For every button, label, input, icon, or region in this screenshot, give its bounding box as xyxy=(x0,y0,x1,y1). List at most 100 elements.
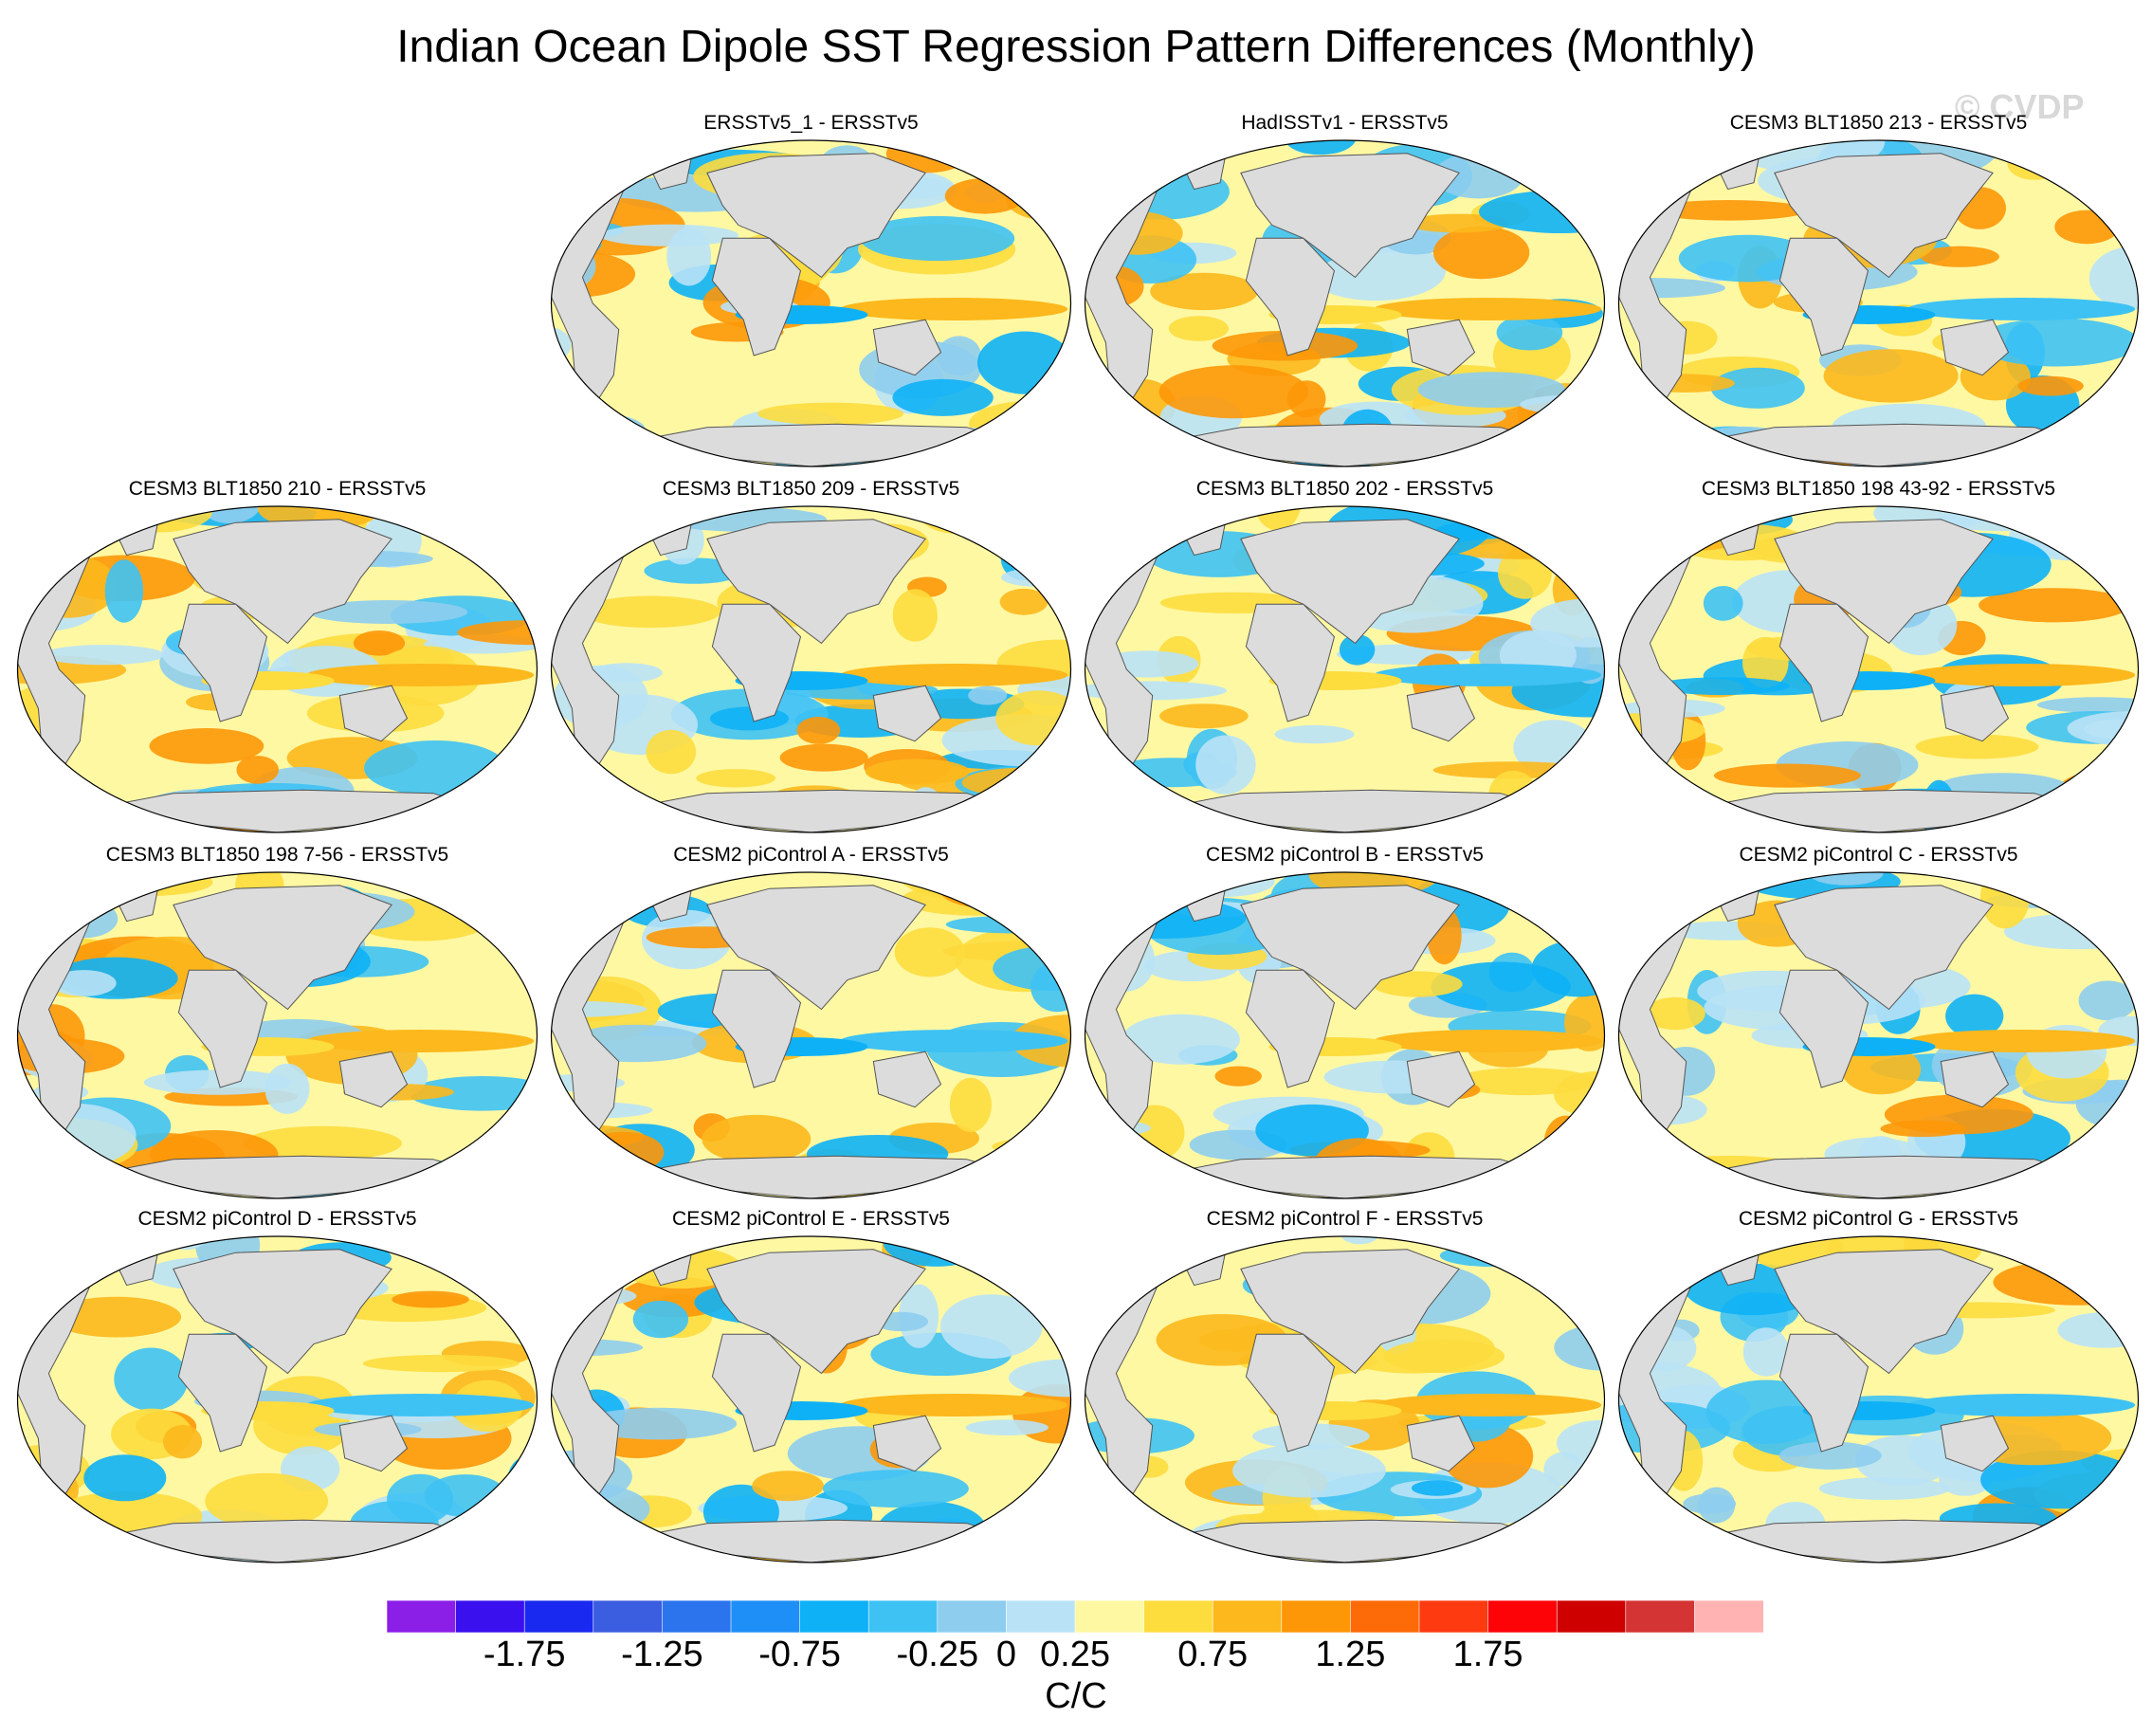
panel-title: CESM3 BLT1850 198 43-92 - ERSSTv5 xyxy=(1701,478,2056,500)
sst-anomaly-blob xyxy=(752,1471,824,1502)
colorbar-tick-label: 1.25 xyxy=(1315,1635,1386,1674)
sst-anomaly-blob xyxy=(1284,140,1357,155)
panel-title: CESM2 piControl G - ERSSTv5 xyxy=(1738,1208,2019,1230)
sst-anomaly-blob xyxy=(551,506,612,553)
sst-anomaly-blob xyxy=(50,970,117,996)
sst-anomaly-blob xyxy=(999,588,1049,615)
land-mass xyxy=(1940,1415,2010,1472)
colorbar-tick-label: -0.75 xyxy=(758,1635,841,1674)
sst-anomaly-blob xyxy=(581,872,743,884)
panel-title: CESM3 BLT1850 213 - ERSSTv5 xyxy=(1729,112,2028,134)
land-mass xyxy=(173,519,392,645)
sst-anomaly-blob xyxy=(1650,455,1753,467)
land-mass xyxy=(1940,1051,2010,1108)
colorbar-box xyxy=(1556,1600,1627,1633)
sst-anomaly-blob xyxy=(1214,1066,1262,1087)
land-mass xyxy=(1406,319,1476,376)
figure-title: Indian Ocean Dipole SST Regression Patte… xyxy=(396,22,1756,72)
sst-anomaly-blob xyxy=(1945,994,2004,1038)
sst-anomaly-blob xyxy=(582,1131,665,1174)
sst-anomaly-blob xyxy=(1085,1154,1131,1197)
equatorial-band xyxy=(840,664,1068,686)
sst-anomaly-blob xyxy=(894,927,965,978)
sst-anomaly-blob xyxy=(1274,724,1355,744)
sst-anomaly-blob xyxy=(1854,1434,1952,1486)
sst-anomaly-blob xyxy=(1496,314,1563,351)
equatorial-band xyxy=(306,664,535,686)
sst-anomaly-blob xyxy=(1880,1120,1967,1138)
sst-anomaly-blob xyxy=(485,1523,531,1560)
map-panel: CESM3 BLT1850 210 - ERSSTv5 xyxy=(14,478,540,838)
sst-anomaly-blob xyxy=(1566,538,1605,557)
colorbar-tick-label: 0.75 xyxy=(1177,1635,1249,1674)
sst-anomaly-blob xyxy=(1109,803,1148,833)
map-svg xyxy=(1617,505,2140,833)
sst-anomaly-blob xyxy=(551,1151,610,1199)
sst-anomaly-blob xyxy=(163,1424,203,1459)
equatorial-band xyxy=(306,1030,535,1052)
sst-anomaly-blob xyxy=(2017,375,2084,396)
panel-title: CESM3 BLT1850 210 - ERSSTv5 xyxy=(128,478,427,500)
colorbar-box xyxy=(1212,1600,1283,1633)
sst-anomaly-blob xyxy=(608,506,675,526)
colorbar-units: C/C xyxy=(1045,1676,1107,1716)
sst-anomaly-blob xyxy=(942,1531,1059,1562)
sst-anomaly-blob xyxy=(696,769,776,788)
sst-anomaly-blob xyxy=(1618,161,1722,181)
sst-anomaly-blob xyxy=(43,885,99,920)
colorbar-box xyxy=(1074,1600,1145,1633)
sst-anomaly-blob xyxy=(149,728,264,764)
sst-anomaly-blob xyxy=(551,439,656,461)
sst-anomaly-blob xyxy=(2054,210,2120,245)
equatorial-band xyxy=(1374,1394,1602,1416)
colorbar-box xyxy=(523,1600,594,1633)
sst-anomaly-blob xyxy=(892,378,994,416)
sst-anomaly-blob xyxy=(1683,1493,1737,1514)
land-mass xyxy=(1774,1249,1994,1375)
panel-title: CESM3 BLT1850 198 7-56 - ERSSTv5 xyxy=(105,844,449,866)
sst-anomaly-blob xyxy=(1232,1443,1386,1498)
map-svg xyxy=(16,871,538,1199)
sst-anomaly-blob xyxy=(1411,1480,1464,1496)
map-svg xyxy=(1084,871,1606,1199)
map-svg xyxy=(1084,505,1606,833)
sst-anomaly-blob xyxy=(1574,378,1605,425)
colorbar-tick-label: 0.25 xyxy=(1040,1635,1110,1674)
panel-title: CESM2 piControl A - ERSSTv5 xyxy=(673,844,949,866)
sst-anomaly-blob xyxy=(1618,775,1640,808)
land-mass xyxy=(173,885,392,1011)
colorbar-box xyxy=(1625,1600,1696,1633)
sst-anomaly-blob xyxy=(2036,697,2139,713)
sst-anomaly-blob xyxy=(666,227,712,286)
land-mass xyxy=(706,519,926,645)
equatorial-band xyxy=(306,1394,535,1416)
sst-anomaly-blob xyxy=(1979,588,2130,623)
land-mass xyxy=(177,603,268,722)
sst-anomaly-blob xyxy=(1011,1014,1071,1068)
colorbar-box xyxy=(937,1600,1008,1633)
sst-anomaly-blob xyxy=(17,732,38,759)
colorbar-box xyxy=(1350,1600,1420,1633)
map-border xyxy=(16,1235,538,1563)
land-mass xyxy=(173,1249,392,1375)
map-svg xyxy=(1617,139,2140,467)
colorbar-box xyxy=(593,1600,664,1633)
sst-anomaly-blob xyxy=(1122,1014,1240,1065)
land-mass xyxy=(872,1051,942,1108)
sst-anomaly-blob xyxy=(1678,234,1816,283)
sst-anomaly-blob xyxy=(507,872,538,892)
sst-anomaly-blob xyxy=(364,740,507,796)
land-mass xyxy=(338,685,409,742)
sst-anomaly-blob xyxy=(1150,272,1258,311)
sst-anomaly-blob xyxy=(83,1454,167,1502)
land-mass xyxy=(711,603,802,722)
sst-anomaly-blob xyxy=(1085,813,1139,833)
sst-anomaly-blob xyxy=(865,758,970,785)
land-mass xyxy=(1245,603,1336,722)
equatorial-band xyxy=(840,1030,1068,1052)
land-mass xyxy=(1240,885,1460,1011)
land-mass xyxy=(1240,1249,1460,1375)
sst-anomaly-blob xyxy=(2070,1236,2139,1299)
land-mass xyxy=(177,1333,268,1453)
sst-anomaly-blob xyxy=(1618,526,1686,557)
